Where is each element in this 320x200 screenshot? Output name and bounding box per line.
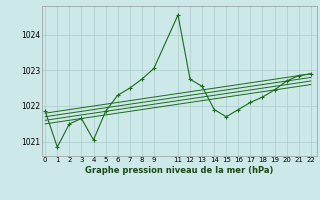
X-axis label: Graphe pression niveau de la mer (hPa): Graphe pression niveau de la mer (hPa) bbox=[85, 166, 273, 175]
